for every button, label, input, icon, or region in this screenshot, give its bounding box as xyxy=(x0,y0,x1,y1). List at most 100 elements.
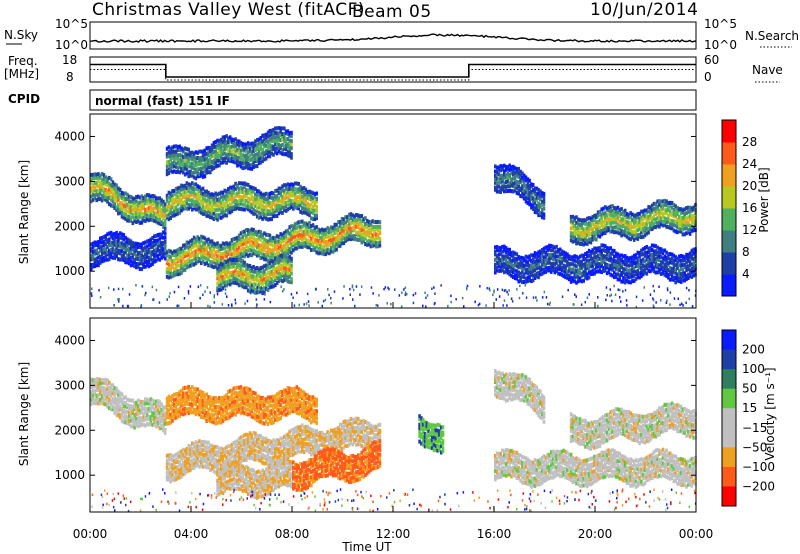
echo-cell xyxy=(149,250,153,255)
echo-cell xyxy=(201,186,205,191)
nsky-tick-low: 10^0 xyxy=(55,38,88,52)
echo-cell xyxy=(501,187,504,192)
echo-cell xyxy=(295,181,299,186)
echo-cell xyxy=(117,413,120,418)
echo-cell xyxy=(634,233,638,238)
echo-cell xyxy=(284,200,288,205)
echo-cell xyxy=(122,203,126,208)
echo-cell xyxy=(279,258,282,263)
echo-cell xyxy=(142,402,145,407)
echo-cell xyxy=(227,207,230,212)
echo-cell xyxy=(228,197,232,201)
echo-cell xyxy=(613,262,616,267)
noise-cell xyxy=(398,294,401,297)
echo-cell xyxy=(517,270,520,275)
noise-cell xyxy=(404,293,407,297)
echo-cell xyxy=(140,403,144,408)
echo-cell xyxy=(586,254,589,259)
echo-cell xyxy=(562,254,566,259)
echo-cell xyxy=(117,409,120,414)
echo-cell xyxy=(319,246,322,251)
echo-cell xyxy=(313,194,317,199)
echo-cell xyxy=(659,250,663,255)
echo-cell xyxy=(645,222,649,227)
echo-cell xyxy=(268,142,272,147)
echo-cell xyxy=(225,200,228,204)
echo-cell xyxy=(200,252,203,257)
echo-cell xyxy=(245,236,248,241)
echo-cell xyxy=(494,249,497,254)
echo-cell xyxy=(674,258,677,262)
echo-cell xyxy=(286,251,290,255)
echo-cell xyxy=(535,203,539,208)
echo-cell xyxy=(236,238,239,243)
echo-cell xyxy=(100,396,104,401)
echo-cell xyxy=(194,249,198,254)
echo-cell xyxy=(627,280,631,285)
echo-cell xyxy=(174,191,178,196)
echo-cell xyxy=(261,235,264,240)
echo-cell xyxy=(255,286,259,291)
echo-cell xyxy=(209,161,212,166)
noise-cell xyxy=(118,298,120,301)
echo-cell xyxy=(248,149,252,153)
echo-cell xyxy=(676,275,679,280)
echo-cell xyxy=(120,413,124,418)
echo-cell xyxy=(494,174,497,178)
echo-cell xyxy=(182,243,185,248)
echo-cell xyxy=(99,196,102,201)
echo-cell xyxy=(263,241,266,246)
echo-cell xyxy=(537,204,540,209)
echo-cell xyxy=(194,199,198,204)
echo-cell xyxy=(264,209,268,214)
echo-cell xyxy=(257,279,261,284)
echo-cell xyxy=(313,225,317,230)
echo-cell xyxy=(185,163,189,168)
colorbar-swatch xyxy=(722,164,736,187)
echo-cell xyxy=(230,152,234,157)
echo-cell xyxy=(183,467,187,472)
echo-cell xyxy=(679,219,683,224)
echo-cell xyxy=(510,253,513,258)
echo-cell xyxy=(530,270,533,275)
echo-cell xyxy=(364,225,367,229)
echo-cell xyxy=(118,204,122,209)
echo-cell xyxy=(187,203,190,207)
echo-cell xyxy=(109,190,113,194)
echo-cell xyxy=(365,225,369,230)
echo-cell xyxy=(171,169,174,174)
echo-cell xyxy=(122,258,126,263)
echo-cell xyxy=(670,222,674,227)
echo-cell xyxy=(176,272,180,277)
echo-cell xyxy=(506,270,510,275)
echo-cell xyxy=(118,399,122,404)
echo-cell xyxy=(356,213,360,218)
echo-cell xyxy=(246,155,250,160)
echo-cell xyxy=(165,461,169,466)
echo-cell xyxy=(600,243,603,248)
echo-cell xyxy=(604,226,607,231)
echo-cell xyxy=(627,220,631,225)
echo-cell xyxy=(167,275,171,280)
echo-cell xyxy=(100,244,104,249)
echo-cell xyxy=(654,261,658,266)
echo-cell xyxy=(277,145,281,150)
echo-cell xyxy=(654,270,658,275)
echo-cell xyxy=(687,259,690,263)
echo-cell xyxy=(638,254,641,259)
echo-cell xyxy=(176,467,180,472)
echo-cell xyxy=(573,272,576,277)
noise-cell xyxy=(394,288,396,291)
echo-cell xyxy=(252,243,255,248)
echo-cell xyxy=(158,421,162,426)
echo-cell xyxy=(369,239,373,244)
echo-cell xyxy=(638,251,641,255)
echo-cell xyxy=(501,258,504,262)
echo-cell xyxy=(328,242,331,247)
echo-cell xyxy=(180,208,183,213)
echo-cell xyxy=(237,263,241,268)
echo-cell xyxy=(620,233,623,238)
echo-cell xyxy=(191,245,194,250)
echo-cell xyxy=(290,280,293,285)
echo-cell xyxy=(618,273,621,278)
